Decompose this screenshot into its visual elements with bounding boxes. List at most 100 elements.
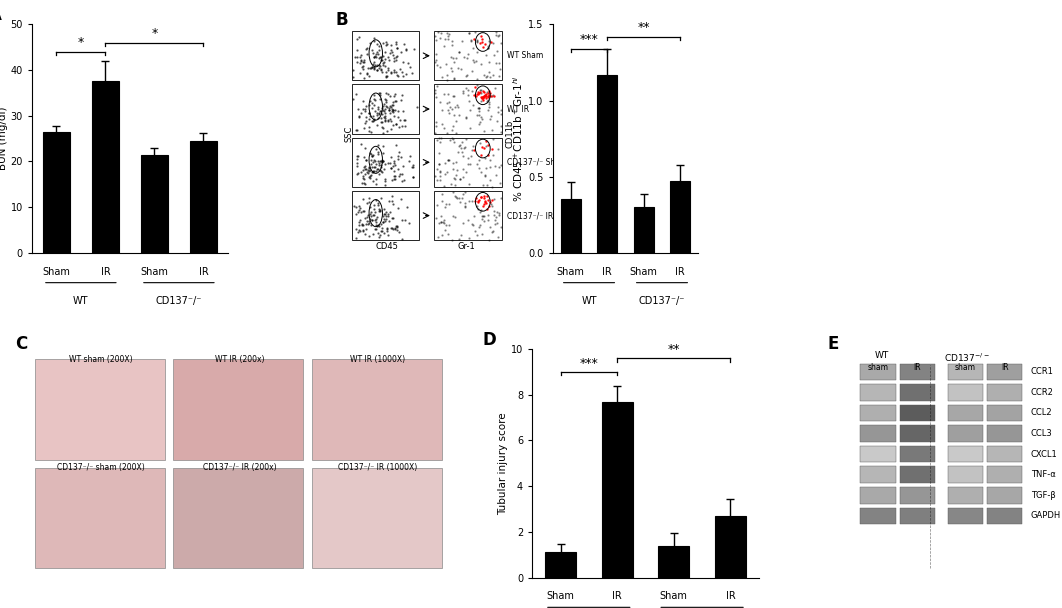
Point (447, 192, 464, 202)
Point (482, 199, 499, 209)
Point (384, 50, 401, 60)
Point (390, 164, 407, 174)
Point (355, 105, 372, 114)
Point (366, 224, 383, 233)
Point (397, 46, 414, 55)
Point (465, 55, 482, 65)
Point (375, 211, 392, 221)
Point (360, 167, 377, 176)
Text: TNF-α: TNF-α (1030, 470, 1056, 479)
Text: TGF-β: TGF-β (1030, 491, 1056, 500)
Text: IR: IR (602, 267, 612, 277)
Point (344, 94, 361, 104)
Point (405, 160, 422, 170)
FancyBboxPatch shape (35, 359, 165, 460)
Point (436, 158, 453, 168)
Point (458, 83, 475, 93)
Point (384, 100, 401, 110)
Point (367, 159, 384, 168)
Point (481, 88, 498, 98)
Point (355, 61, 372, 71)
Point (381, 48, 398, 58)
Point (361, 71, 378, 80)
Point (373, 64, 390, 74)
Point (431, 133, 448, 143)
Text: ***: *** (580, 33, 598, 46)
Point (479, 210, 496, 220)
Point (455, 88, 472, 98)
FancyBboxPatch shape (860, 446, 895, 462)
Point (352, 221, 369, 230)
Point (391, 170, 408, 179)
Text: WT: WT (581, 296, 597, 306)
Point (354, 63, 371, 72)
Point (371, 232, 388, 242)
Point (366, 52, 383, 62)
Point (463, 86, 480, 96)
Point (350, 206, 367, 215)
Point (372, 156, 389, 166)
Point (447, 213, 464, 223)
Point (476, 192, 493, 201)
Point (381, 91, 398, 101)
Point (443, 64, 460, 74)
Point (427, 213, 444, 223)
Point (493, 109, 510, 119)
Point (379, 224, 396, 234)
Point (377, 207, 394, 217)
Point (455, 164, 472, 174)
Point (367, 174, 384, 184)
Point (349, 104, 366, 114)
Point (348, 52, 365, 62)
Point (441, 221, 458, 230)
FancyBboxPatch shape (353, 191, 419, 240)
Point (360, 168, 377, 178)
Point (376, 215, 393, 224)
Point (355, 226, 372, 235)
Point (426, 32, 443, 41)
Point (465, 90, 482, 100)
Point (398, 69, 415, 79)
Point (378, 37, 395, 47)
Point (489, 218, 506, 228)
Point (458, 167, 475, 176)
Point (349, 151, 366, 161)
Point (374, 157, 391, 167)
Point (356, 229, 373, 239)
Point (446, 102, 463, 112)
Point (363, 215, 380, 225)
Point (375, 217, 392, 227)
Point (388, 140, 405, 150)
Point (381, 105, 398, 115)
Text: *: * (78, 36, 84, 49)
Text: Sham: Sham (140, 267, 169, 277)
Point (365, 48, 382, 58)
Point (493, 106, 510, 116)
Point (470, 110, 487, 120)
Point (377, 111, 394, 120)
Point (436, 225, 453, 235)
Point (428, 136, 445, 145)
Point (349, 207, 366, 217)
Point (484, 134, 501, 144)
Point (444, 187, 461, 196)
Point (364, 157, 381, 167)
Point (365, 33, 382, 43)
Point (389, 222, 406, 232)
FancyBboxPatch shape (860, 364, 895, 380)
Point (383, 191, 400, 201)
Point (452, 143, 469, 153)
Point (491, 208, 508, 218)
Point (375, 148, 392, 157)
Point (455, 218, 472, 228)
Point (367, 195, 384, 205)
Point (358, 154, 375, 164)
Point (374, 224, 391, 233)
Point (483, 227, 500, 237)
Point (366, 51, 383, 61)
Point (369, 65, 386, 75)
Point (373, 64, 390, 74)
Point (363, 170, 380, 180)
Point (441, 102, 458, 111)
Point (477, 91, 494, 100)
